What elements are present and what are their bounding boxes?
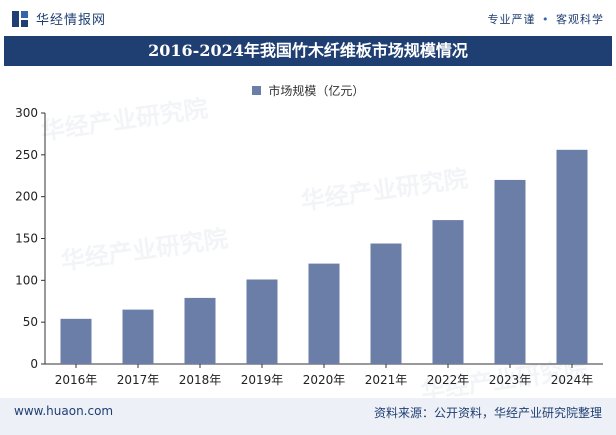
y-tick-label: 300: [15, 106, 38, 120]
logo-text: 华经情报网: [36, 13, 107, 28]
header: 华经情报网 专业严谨 • 客观科学: [0, 0, 616, 36]
y-tick-label: 200: [15, 190, 38, 204]
legend-label: 市场规模（亿元）: [268, 84, 365, 98]
y-tick-label: 0: [30, 357, 38, 371]
tagline: 专业严谨 • 客观科学: [488, 11, 605, 27]
y-tick-label: 250: [15, 148, 38, 162]
bar-chart: 0 50 100 150 200 250 300 2016年 2017年 2018年 2019年 20…: [15, 106, 603, 387]
x-tick-label: 2018年: [179, 373, 222, 387]
bar: [432, 220, 464, 364]
x-tick-label: 2022年: [427, 373, 470, 387]
footer: www.huaon.com 资料来源：公开资料，华经产业研究院整理: [0, 398, 616, 435]
bar: [246, 279, 278, 364]
legend: 市场规模（亿元）: [0, 82, 616, 99]
y-tick-label: 50: [23, 315, 38, 329]
x-tick-label: 2020年: [303, 373, 346, 387]
x-tick-label: 2017年: [117, 373, 160, 387]
x-tick-label: 2021年: [365, 373, 408, 387]
bar: [308, 263, 340, 364]
bar: [370, 243, 402, 364]
y-tick-label: 150: [15, 232, 38, 246]
bar: [494, 179, 526, 364]
tagline-right: 客观科学: [556, 13, 604, 26]
tagline-left: 专业严谨: [487, 13, 536, 26]
footer-url: www.huaon.com: [14, 404, 114, 418]
legend-swatch: [251, 86, 261, 95]
bar: [122, 309, 154, 364]
x-tick-label: 2023年: [489, 373, 532, 387]
bar: [184, 297, 216, 364]
y-tick-label: 100: [15, 273, 38, 287]
bullet-icon: •: [542, 13, 550, 26]
x-tick-label: 2024年: [551, 373, 594, 387]
chart-title: 2016-2024年我国竹木纤维板市场规模情况: [4, 36, 612, 66]
logo: 华经情报网: [12, 9, 106, 28]
x-tick-label: 2016年: [55, 373, 98, 387]
footer-source: 资料来源：公开资料，华经产业研究院整理: [373, 406, 602, 420]
x-tick-label: 2019年: [241, 373, 284, 387]
bar: [556, 149, 588, 364]
logo-icon: [12, 10, 28, 27]
bar: [60, 318, 92, 364]
